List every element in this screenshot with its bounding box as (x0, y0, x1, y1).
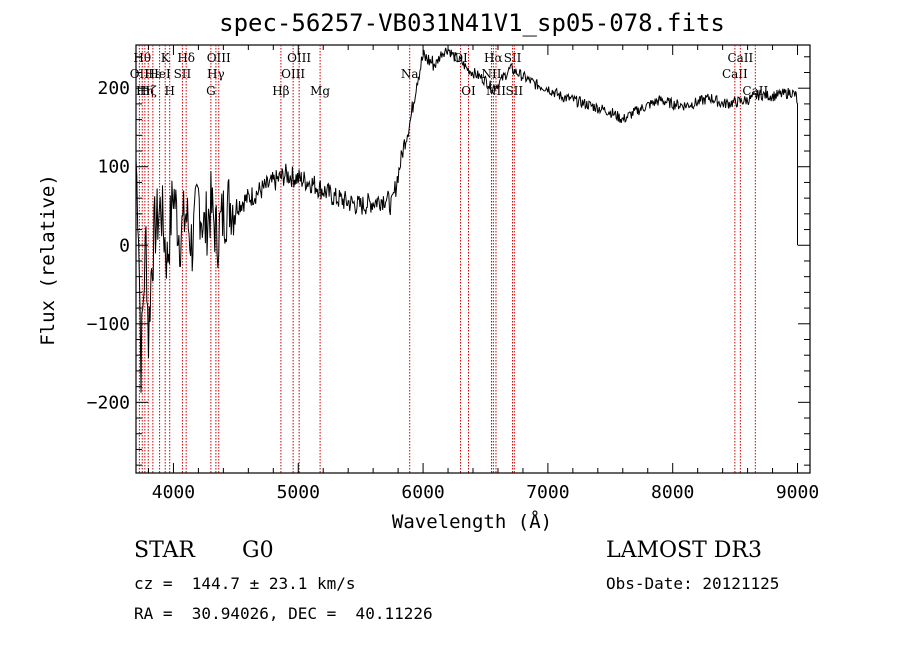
survey-name: LAMOST DR3 (606, 538, 762, 563)
spectral-line-label: K (161, 51, 171, 65)
x-axis-label: Wavelength (Å) (392, 510, 552, 533)
object-class: STAR (134, 538, 195, 563)
spectral-line-label: HeI (148, 67, 171, 81)
x-tick-label: 4000 (152, 482, 195, 503)
spectral-line-label: H (164, 84, 174, 98)
spectral-line-label: Hζ (140, 84, 157, 98)
x-tick-label: 9000 (776, 482, 819, 503)
chart-title: spec-56257-VB031N41V1_sp05-078.fits (219, 9, 725, 37)
x-tick-label: 6000 (401, 482, 444, 503)
redshift-value: cz = 144.7 ± 23.1 km/s (134, 574, 356, 593)
spectral-line-label: OI (461, 84, 476, 98)
spectral-line-label: CaII (727, 51, 753, 65)
spectral-line-label: SII (174, 67, 192, 81)
spectral-line-label: Hε (145, 67, 162, 81)
spectral-lines: OIIHθHηHζHεHeIKHSIIHδGHγOIIIHβOIIIOIIIMg… (130, 45, 768, 473)
axis-ticks: 4000 5000 6000 7000 8000 9000 −200 −100 0 100 200 (87, 45, 819, 503)
spectral-line-label: SII (505, 84, 523, 98)
spectrum-chart: spec-56257-VB031N41V1_sp05-078.fits OIIH… (37, 9, 819, 533)
x-tick-label: 7000 (526, 482, 569, 503)
spectral-line-label: Hδ (177, 51, 195, 65)
spectral-line-label: OIII (281, 67, 305, 81)
spectral-line-label: Na (401, 67, 419, 81)
y-axis-label: Flux (relative) (37, 174, 59, 346)
x-tick-label: 8000 (651, 482, 694, 503)
spectral-line-label: G (206, 84, 216, 98)
spectral-line-label: Hα (484, 51, 503, 65)
observation-date: Obs-Date: 20121125 (606, 574, 780, 593)
spectral-line-label: CaII (742, 84, 768, 98)
spectral-line-label: Hθ (133, 51, 151, 65)
y-tick-label: 0 (119, 235, 130, 256)
x-tick-label: 5000 (277, 482, 320, 503)
spectral-line-label: OIII (287, 51, 311, 65)
y-tick-label: −200 (87, 392, 130, 413)
plot-frame (135, 44, 811, 474)
spectral-line-label: NII (481, 67, 501, 81)
object-subclass: G0 (242, 538, 274, 563)
coordinates: RA = 30.94026, DEC = 40.11226 (134, 604, 433, 623)
y-tick-label: 100 (97, 157, 130, 178)
flux-series-line (135, 47, 798, 393)
spectral-line-label: CaII (722, 67, 748, 81)
spectral-line-label: SII (504, 51, 522, 65)
y-tick-label: 200 (97, 78, 130, 99)
spectral-line-label: Hγ (207, 67, 225, 81)
y-tick-label: −100 (87, 314, 130, 335)
spectral-line-label: Mg (310, 84, 330, 98)
spectral-line-label: OIII (207, 51, 231, 65)
spectral-line-label: Hη (136, 84, 154, 98)
spectral-line-label: Hβ (272, 84, 289, 98)
